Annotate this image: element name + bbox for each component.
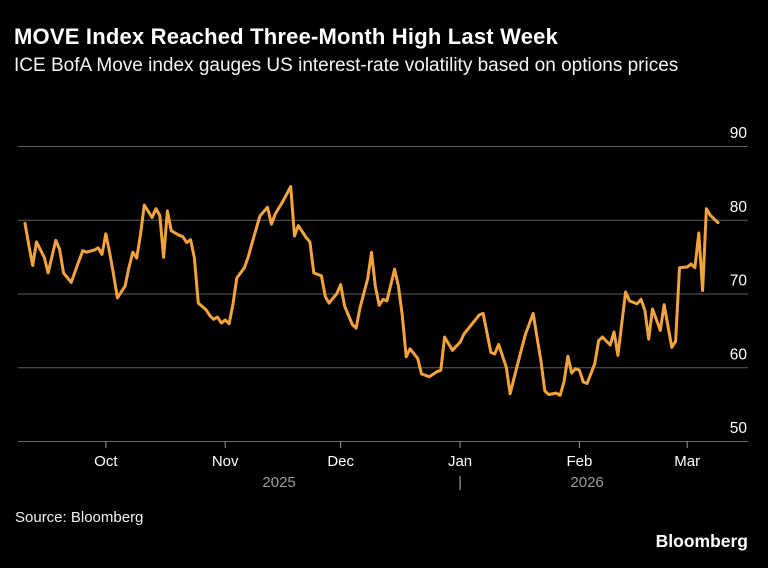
year-label: |	[458, 474, 462, 491]
month-label: Oct	[94, 453, 118, 470]
year-label: 2025	[262, 474, 295, 491]
month-label: Dec	[327, 453, 354, 470]
month-label: Feb	[566, 453, 592, 470]
axis-group	[18, 441, 748, 448]
bloomberg-logo: Bloomberg	[655, 531, 748, 551]
page-title: MOVE Index Reached Three-Month High Last…	[14, 24, 559, 49]
y-axis-label: 80	[730, 199, 748, 216]
month-label: Jan	[448, 453, 472, 470]
y-axis-label: 90	[730, 125, 748, 142]
month-label: Mar	[674, 453, 700, 470]
labels-group: 90 80 70 60 50 Oct Nov Dec Jan Feb Mar 2025 | 2026	[94, 125, 747, 491]
y-axis-label: 50	[730, 420, 748, 437]
month-label: Nov	[212, 453, 239, 470]
gridlines-group	[18, 146, 748, 442]
y-axis-label: 60	[730, 346, 748, 363]
page-subtitle: ICE BofA Move index gauges US interest-r…	[14, 55, 679, 76]
source-label: Source: Bloomberg	[15, 509, 144, 526]
index-line	[23, 185, 720, 397]
year-label: 2026	[570, 474, 603, 491]
series-group	[23, 185, 720, 397]
y-axis-label: 70	[730, 273, 748, 290]
